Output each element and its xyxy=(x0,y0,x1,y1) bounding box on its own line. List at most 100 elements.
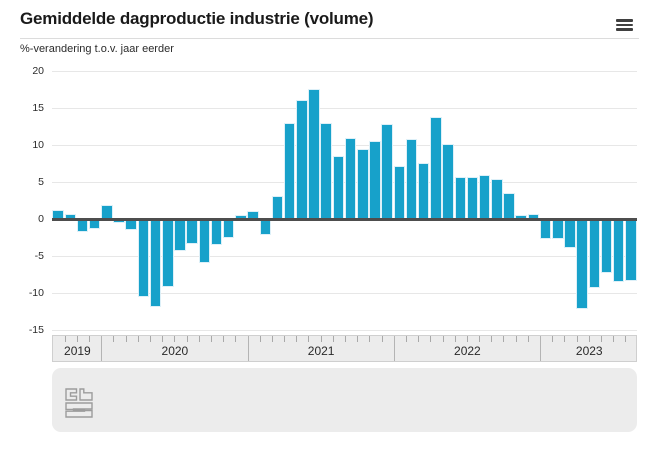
bar[interactable] xyxy=(89,219,100,228)
y-axis-tick-label: 10 xyxy=(32,138,44,151)
y-axis-tick-label: -5 xyxy=(34,249,44,262)
month-tick xyxy=(527,336,529,342)
bar[interactable] xyxy=(467,177,478,219)
bar[interactable] xyxy=(297,100,307,219)
hamburger-icon xyxy=(616,23,633,27)
month-tick xyxy=(381,336,383,342)
month-tick xyxy=(466,336,468,342)
month-tick xyxy=(308,336,310,342)
bar[interactable] xyxy=(418,163,429,219)
bar[interactable] xyxy=(138,219,149,296)
month-tick xyxy=(137,336,139,342)
month-tick xyxy=(284,336,286,342)
month-tick xyxy=(150,336,151,342)
month-tick xyxy=(320,336,322,342)
bar[interactable] xyxy=(540,219,551,239)
bar[interactable] xyxy=(150,219,161,307)
bar[interactable] xyxy=(309,89,319,219)
bar[interactable] xyxy=(260,219,271,234)
bar[interactable] xyxy=(248,211,258,219)
bar[interactable] xyxy=(370,142,380,219)
year-divider xyxy=(101,336,103,361)
year-divider xyxy=(247,336,249,361)
month-tick xyxy=(162,336,164,342)
bar[interactable] xyxy=(589,219,600,288)
bar[interactable] xyxy=(577,219,587,308)
x-axis-strip: 2019 2020 2021 2022 2023 xyxy=(52,335,637,362)
y-axis-tick-label: -15 xyxy=(28,323,44,336)
month-tick xyxy=(405,336,407,342)
month-tick xyxy=(576,336,578,342)
bar[interactable] xyxy=(479,176,490,219)
y-axis-tick-label: 15 xyxy=(32,101,44,114)
gridline xyxy=(52,108,637,109)
bar[interactable] xyxy=(272,196,283,219)
y-axis-tick-label: -10 xyxy=(28,286,44,299)
bar[interactable] xyxy=(443,145,453,219)
bar[interactable] xyxy=(321,123,331,219)
month-tick xyxy=(235,336,237,342)
bar[interactable] xyxy=(382,125,392,219)
month-tick xyxy=(613,336,615,342)
month-tick xyxy=(210,336,212,342)
month-tick xyxy=(174,336,176,342)
month-tick xyxy=(625,336,627,342)
y-axis-tick-label: 0 xyxy=(38,212,44,225)
hamburger-icon xyxy=(616,28,633,31)
year-label: 2020 xyxy=(161,344,189,358)
bar[interactable] xyxy=(358,150,368,219)
bar[interactable] xyxy=(223,219,234,237)
zero-axis-line xyxy=(52,217,637,221)
bar[interactable] xyxy=(345,139,356,219)
month-tick xyxy=(491,336,493,342)
bar[interactable] xyxy=(102,206,112,219)
bar[interactable] xyxy=(626,219,636,280)
gridline xyxy=(52,145,637,146)
bar[interactable] xyxy=(187,219,197,243)
chart-subtitle: %-verandering t.o.v. jaar eerder xyxy=(20,43,174,55)
month-tick xyxy=(600,336,602,342)
month-tick xyxy=(430,336,432,342)
bar[interactable] xyxy=(613,219,624,282)
month-tick xyxy=(454,336,456,342)
month-tick xyxy=(186,336,188,342)
bar[interactable] xyxy=(126,219,136,230)
bar[interactable] xyxy=(199,219,210,262)
bar[interactable] xyxy=(394,167,405,219)
y-axis-tick-label: 5 xyxy=(38,175,44,188)
month-tick xyxy=(271,336,273,342)
month-tick xyxy=(564,336,566,342)
bar[interactable] xyxy=(504,193,514,219)
footer-panel xyxy=(52,368,637,432)
hamburger-icon xyxy=(616,19,633,22)
bar[interactable] xyxy=(211,219,222,245)
month-tick xyxy=(357,336,359,342)
bar[interactable] xyxy=(53,210,63,219)
bar[interactable] xyxy=(553,219,563,239)
bar[interactable] xyxy=(601,219,612,272)
bar[interactable] xyxy=(77,219,88,231)
year-label: 2022 xyxy=(454,344,481,358)
bar[interactable] xyxy=(431,118,441,219)
page-title: Gemiddelde dagproductie industrie (volum… xyxy=(20,9,374,28)
month-tick xyxy=(296,336,298,342)
bar[interactable] xyxy=(406,139,417,219)
month-tick xyxy=(223,336,225,342)
year-label: 2019 xyxy=(64,344,91,358)
month-tick xyxy=(89,336,91,342)
bar[interactable] xyxy=(565,219,575,248)
bar[interactable] xyxy=(163,219,173,286)
bar[interactable] xyxy=(455,177,466,219)
year-label: 2023 xyxy=(575,344,603,358)
year-divider xyxy=(540,336,541,361)
bar[interactable] xyxy=(65,215,76,219)
bar[interactable] xyxy=(333,156,344,219)
gridline xyxy=(52,293,637,294)
bar[interactable] xyxy=(175,219,185,251)
bar[interactable] xyxy=(528,214,539,219)
bar[interactable] xyxy=(284,124,295,219)
month-tick xyxy=(113,336,115,342)
bar[interactable] xyxy=(492,179,502,219)
menu-button[interactable] xyxy=(616,19,633,31)
